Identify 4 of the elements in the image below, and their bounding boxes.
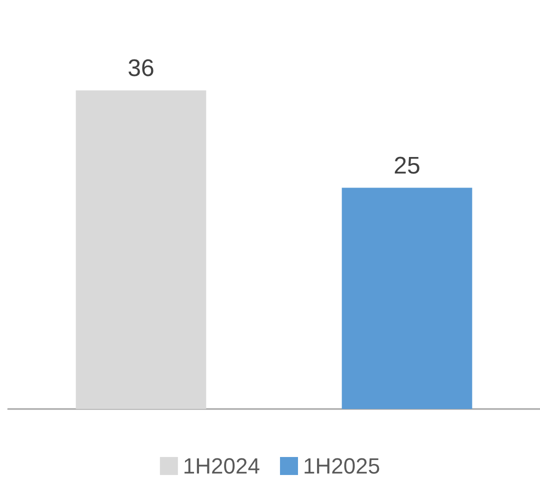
data-label: 36 [128, 54, 154, 82]
data-label: 25 [394, 152, 420, 180]
legend-label: 1H2024 [182, 454, 260, 478]
legend-label: 1H2025 [303, 454, 380, 478]
